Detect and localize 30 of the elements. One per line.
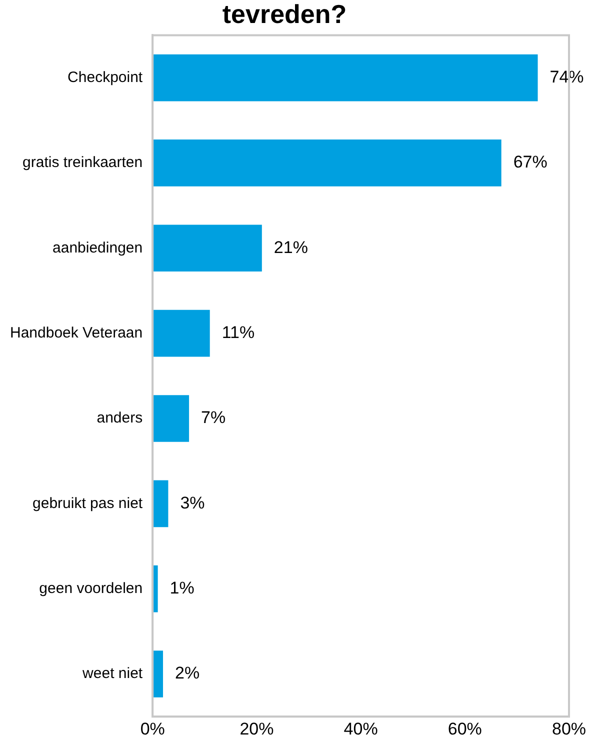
bar <box>153 224 262 272</box>
bar <box>153 140 502 186</box>
bar <box>153 650 164 698</box>
y-tick-label: weet niet <box>82 665 144 682</box>
data-label: 11% <box>222 323 255 342</box>
x-tick-label: 0% <box>140 719 165 738</box>
bar <box>153 310 210 357</box>
data-label: 3% <box>180 493 205 512</box>
y-tick-label: gratis treinkaarten <box>22 154 143 172</box>
y-tick-label: anders <box>96 410 143 427</box>
x-tick-label: 60% <box>448 719 482 738</box>
bar <box>153 480 168 528</box>
y-tick-label: aanbiedingen <box>52 239 143 256</box>
data-label: 74% <box>550 67 584 86</box>
y-tick-label: geen voordelen <box>39 580 143 597</box>
bar <box>153 395 190 442</box>
bar <box>153 565 158 612</box>
x-tick-label: 80% <box>552 719 586 738</box>
data-label: 2% <box>175 664 200 683</box>
x-tick-label: 20% <box>240 719 274 738</box>
data-label: 67% <box>513 152 548 172</box>
bar <box>153 54 538 102</box>
y-tick-label: Checkpoint <box>68 68 144 86</box>
chart-title: tevreden? <box>222 0 347 29</box>
y-tick-label: Handboek Veteraan <box>10 324 143 342</box>
x-tick-label: 40% <box>344 719 378 738</box>
y-tick-label: gebruikt pas niet <box>32 494 144 512</box>
data-label: 1% <box>170 578 194 598</box>
data-label: 7% <box>201 408 226 428</box>
data-label: 21% <box>274 238 308 257</box>
